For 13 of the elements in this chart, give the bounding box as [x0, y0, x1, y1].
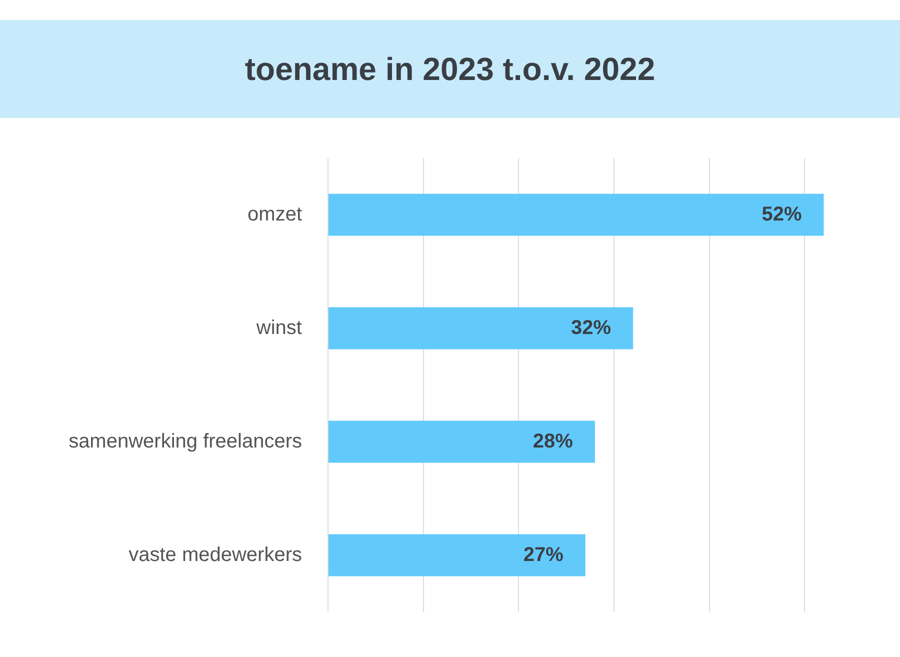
y-tick-label: omzet: [248, 203, 302, 226]
y-tick-label: winst: [255, 316, 302, 339]
data-label: 52%: [762, 203, 802, 226]
bar: [328, 194, 824, 236]
y-tick-label: samenwerking freelancers: [68, 430, 302, 452]
data-label: 27%: [523, 544, 564, 566]
data-label: 28%: [532, 430, 574, 452]
y-tick-label: vaste medewerkers: [128, 544, 302, 566]
bar: [328, 307, 634, 350]
data-label: 32%: [571, 316, 612, 339]
bar: [328, 534, 586, 576]
chart-title: toename in 2023 t.o.v. 2022: [0, 20, 900, 118]
bar: [328, 420, 595, 463]
